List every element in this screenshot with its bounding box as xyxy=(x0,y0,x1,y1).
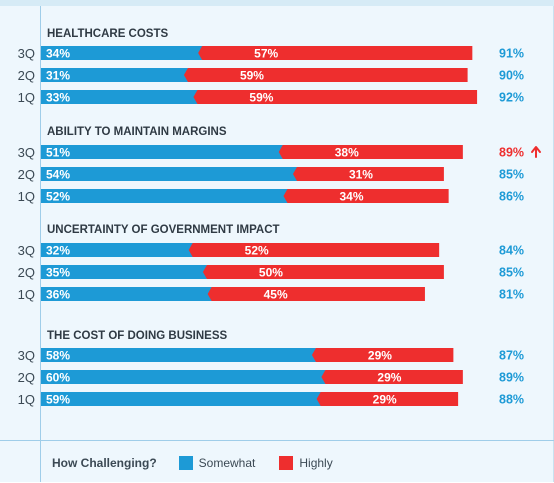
bar-highly xyxy=(207,287,425,301)
row-label: 2Q xyxy=(18,265,35,280)
value-label-highly: 50% xyxy=(259,266,283,280)
value-label-somewhat: 34% xyxy=(46,47,70,61)
group-title: THE COST OF DOING BUSINESS xyxy=(47,330,228,342)
bar-highly xyxy=(198,46,473,60)
legend-swatch-somewhat xyxy=(178,456,193,470)
value-label-somewhat: 54% xyxy=(46,168,70,182)
bar-somewhat xyxy=(41,189,288,203)
bar-somewhat xyxy=(41,167,297,181)
value-label-somewhat: 36% xyxy=(46,288,70,302)
total-label: 90% xyxy=(499,69,524,83)
legend-divider-line xyxy=(0,440,554,441)
row-label: 3Q xyxy=(18,145,35,160)
value-label-highly: 29% xyxy=(377,371,401,385)
stacked-bar-chart: HEALTHCARE COSTS 3Q 34% 57% 91% 2Q 31% 59% 90% 1Q… xyxy=(18,28,541,407)
bar-somewhat xyxy=(41,46,203,60)
group-title: HEALTHCARE COSTS xyxy=(47,28,169,40)
bar-highly xyxy=(283,189,449,203)
legend-label-highly: Highly xyxy=(299,456,333,470)
legend-swatch-highly xyxy=(279,456,294,470)
total-label: 91% xyxy=(499,47,524,61)
total-label: 89% xyxy=(499,371,524,385)
top-accent-bar xyxy=(0,0,554,6)
bar-highly xyxy=(292,167,444,181)
row-label: 1Q xyxy=(18,90,35,105)
total-label: 85% xyxy=(499,168,524,182)
value-label-somewhat: 52% xyxy=(46,190,70,204)
legend-title: How Challenging? xyxy=(52,456,157,470)
value-label-somewhat: 58% xyxy=(46,349,70,363)
total-label: 84% xyxy=(499,244,524,258)
value-label-highly: 34% xyxy=(339,190,363,204)
label-divider-line xyxy=(40,6,41,482)
value-label-somewhat: 32% xyxy=(46,244,70,258)
value-label-somewhat: 51% xyxy=(46,146,70,160)
bar-highly xyxy=(183,68,468,82)
legend-label-somewhat: Somewhat xyxy=(198,456,256,470)
bar-somewhat xyxy=(41,68,188,82)
value-label-highly: 59% xyxy=(249,91,273,105)
value-label-highly: 29% xyxy=(368,349,392,363)
value-label-highly: 38% xyxy=(335,146,359,160)
total-label: 89% xyxy=(499,146,524,160)
value-label-somewhat: 35% xyxy=(46,266,70,280)
total-label: 85% xyxy=(499,266,524,280)
bar-highly xyxy=(188,243,440,257)
bar-somewhat xyxy=(41,287,212,301)
total-label: 86% xyxy=(499,190,524,204)
bar-somewhat xyxy=(41,145,283,159)
bar-somewhat xyxy=(41,243,193,257)
group-title: UNCERTAINTY OF GOVERNMENT IMPACT xyxy=(47,224,280,236)
legend: How Challenging? Somewhat Highly xyxy=(52,455,357,471)
row-label: 3Q xyxy=(18,46,35,61)
value-label-somewhat: 59% xyxy=(46,393,70,407)
total-label: 92% xyxy=(499,91,524,105)
row-label: 1Q xyxy=(18,189,35,204)
bar-somewhat xyxy=(41,90,198,104)
bar-highly xyxy=(311,348,454,362)
bar-highly xyxy=(321,370,463,384)
row-label: 2Q xyxy=(18,68,35,83)
total-label: 88% xyxy=(499,393,524,407)
total-label: 87% xyxy=(499,349,524,363)
row-label: 3Q xyxy=(18,243,35,258)
value-label-somewhat: 31% xyxy=(46,69,70,83)
bar-highly xyxy=(202,265,444,279)
value-label-highly: 59% xyxy=(240,69,264,83)
bar-somewhat xyxy=(41,392,321,406)
row-label: 3Q xyxy=(18,348,35,363)
value-label-somewhat: 60% xyxy=(46,371,70,385)
group-title: ABILITY TO MAINTAIN MARGINS xyxy=(47,126,227,138)
row-label: 2Q xyxy=(18,167,35,182)
bar-somewhat xyxy=(41,348,316,362)
total-label: 81% xyxy=(499,288,524,302)
value-label-highly: 57% xyxy=(254,47,278,61)
value-label-highly: 31% xyxy=(349,168,373,182)
value-label-highly: 52% xyxy=(245,244,269,258)
bar-somewhat xyxy=(41,265,207,279)
row-label: 1Q xyxy=(18,392,35,407)
row-label: 2Q xyxy=(18,370,35,385)
value-label-somewhat: 33% xyxy=(46,91,70,105)
value-label-highly: 29% xyxy=(373,393,397,407)
up-arrow-icon xyxy=(531,146,541,158)
value-label-highly: 45% xyxy=(264,288,288,302)
bar-somewhat xyxy=(41,370,326,384)
bar-highly xyxy=(278,145,463,159)
bar-highly xyxy=(316,392,459,406)
bar-highly xyxy=(193,90,478,104)
row-label: 1Q xyxy=(18,287,35,302)
